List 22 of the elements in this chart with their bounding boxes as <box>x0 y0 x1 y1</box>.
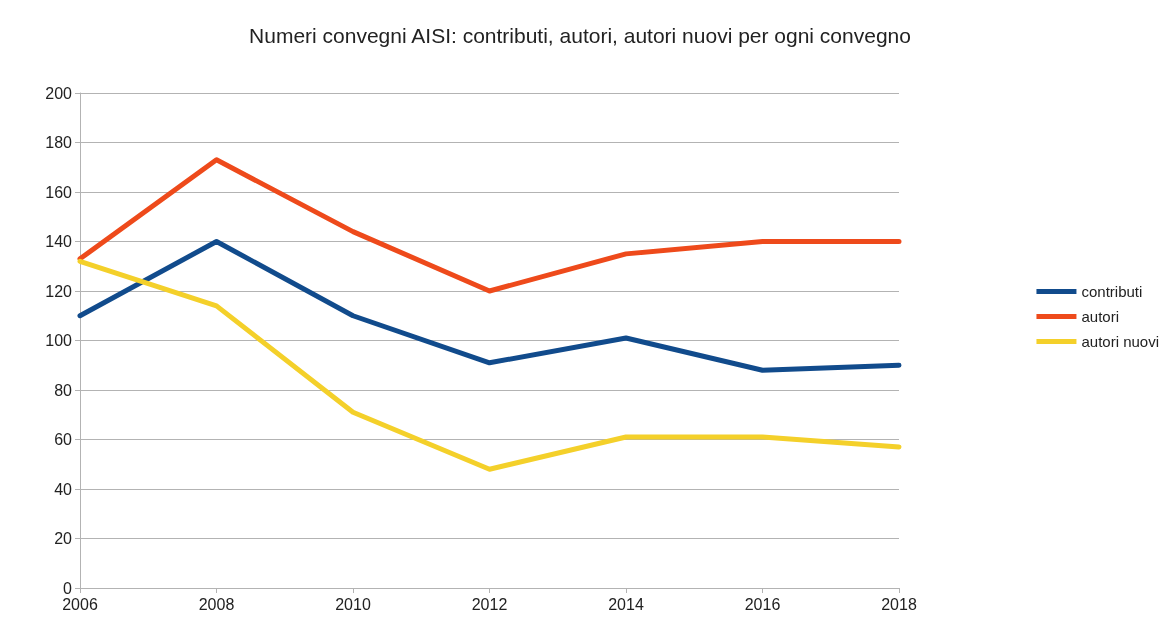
y-tick-label: 200 <box>45 84 73 102</box>
y-tick-label: 160 <box>45 183 73 201</box>
x-tick-label: 2012 <box>471 595 508 613</box>
x-tick-label: 2006 <box>62 595 98 613</box>
legend-label: autori <box>1081 308 1119 325</box>
y-tick-label: 40 <box>54 480 73 498</box>
y-tick-label: 140 <box>45 233 73 250</box>
x-tick-label: 2018 <box>881 595 917 613</box>
chart-title: Numeri convegni AISI: contributi, autori, autori nuovi per ogni convegno <box>249 24 911 47</box>
y-tick-label: 60 <box>54 431 73 448</box>
x-tick-label: 2010 <box>335 595 371 613</box>
x-tick-label: 2016 <box>744 595 781 613</box>
y-tick-label: 100 <box>45 332 73 349</box>
legend-label: contributi <box>1081 283 1143 300</box>
y-tick-label: 180 <box>45 134 73 151</box>
y-tick-label: 120 <box>45 282 73 300</box>
x-tick-label: 2014 <box>608 595 644 613</box>
legend-label: autori nuovi <box>1081 333 1160 350</box>
y-tick-label: 80 <box>54 381 73 399</box>
y-tick-label: 0 <box>63 579 73 597</box>
y-tick-label: 20 <box>54 530 73 547</box>
x-tick-label: 2008 <box>198 595 235 613</box>
